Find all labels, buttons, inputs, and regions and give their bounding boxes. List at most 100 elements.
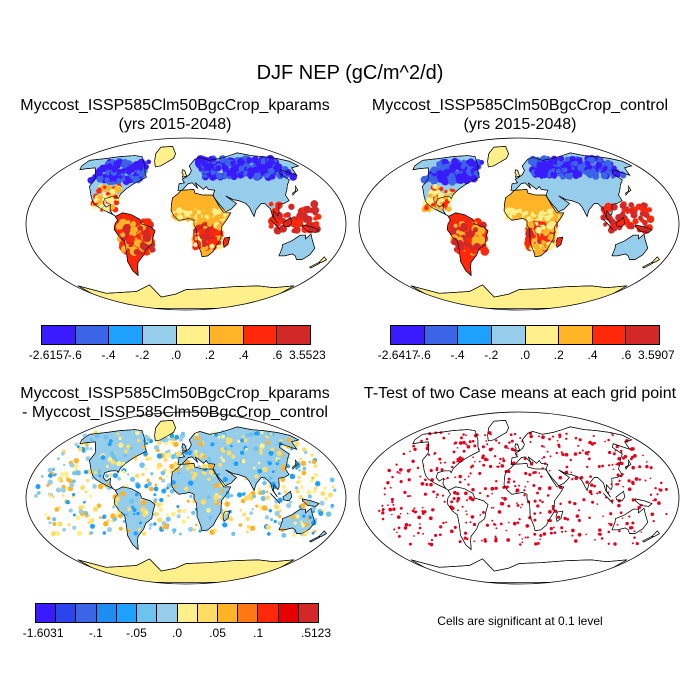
difference-cell <box>196 448 202 454</box>
nep-region-cell <box>539 174 544 179</box>
difference-cell <box>246 530 249 534</box>
difference-cell <box>237 492 243 498</box>
significant-cell <box>620 461 624 466</box>
difference-cell <box>221 469 226 474</box>
nep-region-cell <box>216 223 223 231</box>
significant-cell <box>590 483 594 487</box>
difference-cell <box>251 507 254 511</box>
nep-region-cell <box>237 158 245 166</box>
nep-region-cell <box>438 186 444 192</box>
significant-cell <box>383 487 386 490</box>
significant-cell <box>478 471 482 475</box>
nep-region-cell <box>253 172 261 180</box>
significant-cell <box>392 507 396 511</box>
significant-cell <box>478 491 482 495</box>
significant-cell <box>471 488 475 492</box>
nep-region-cell <box>222 171 228 176</box>
significant-cell <box>483 457 488 462</box>
coastline-africa <box>503 463 565 532</box>
difference-cell <box>57 506 61 510</box>
significant-cell <box>425 437 429 441</box>
significant-cell <box>396 470 399 474</box>
difference-cell <box>134 492 139 497</box>
difference-cell <box>270 447 275 452</box>
coastline-indonesia1 <box>603 493 614 504</box>
difference-cell <box>313 464 318 468</box>
nep-region-cell <box>106 163 113 170</box>
nep-region-cell <box>98 177 103 182</box>
difference-cell <box>75 515 81 521</box>
panel1-title: Myccost_ISSP585Clm50BgcCrop_kparams (yrs… <box>10 96 340 134</box>
difference-cell <box>301 514 306 518</box>
significant-cell <box>408 494 412 498</box>
significant-cell <box>607 542 611 546</box>
significant-cell <box>483 538 487 542</box>
significant-cell <box>495 479 498 483</box>
difference-cell <box>57 521 63 527</box>
difference-cell <box>145 458 149 461</box>
significant-cell <box>490 433 492 436</box>
difference-cell <box>224 498 227 502</box>
significant-cell <box>490 486 495 491</box>
difference-cell <box>224 501 230 507</box>
difference-cell <box>219 516 224 520</box>
significant-cell <box>560 526 564 530</box>
colorbar-box <box>56 604 77 622</box>
nep-region-cell <box>479 160 485 165</box>
difference-cell <box>156 517 163 523</box>
difference-cell <box>85 478 90 483</box>
nep-region-cell <box>436 161 443 168</box>
nep-region-cell <box>447 203 451 208</box>
coastline-eurasia <box>177 426 300 498</box>
difference-cell <box>181 508 187 514</box>
nep-region-cell <box>577 172 583 178</box>
difference-cell <box>156 462 163 469</box>
difference-cell <box>109 473 114 477</box>
difference-cell <box>302 466 307 471</box>
difference-cell <box>323 486 327 490</box>
significant-cell <box>435 466 439 470</box>
difference-cell <box>124 528 128 532</box>
nep-region-cell <box>193 227 199 234</box>
difference-cell <box>325 511 332 517</box>
significant-cell <box>573 501 577 506</box>
difference-cell <box>173 484 177 488</box>
nep-region-cell <box>611 165 617 171</box>
coastline-madagascar <box>555 236 564 248</box>
difference-cell <box>331 503 334 507</box>
coastline-samerica <box>446 212 489 277</box>
significant-cell <box>512 521 517 526</box>
significant-cell <box>452 450 456 454</box>
landmass-nz2 <box>309 262 321 269</box>
landmass-greenland <box>487 419 509 442</box>
significant-cell <box>406 512 409 515</box>
significant-cell <box>465 521 468 524</box>
difference-cell <box>247 433 251 437</box>
difference-cell <box>268 450 274 456</box>
significant-cell <box>448 433 450 435</box>
significant-cell <box>645 461 648 463</box>
significant-cell <box>585 480 589 484</box>
difference-cell <box>165 474 169 478</box>
difference-cell <box>208 469 214 475</box>
significant-cell <box>548 469 551 472</box>
significant-cell <box>571 534 574 537</box>
colorbar-tick-label: -.05 <box>126 626 147 640</box>
significant-cell <box>473 540 476 543</box>
nep-region-cell <box>558 155 565 162</box>
significant-cell <box>388 507 393 512</box>
significant-cell <box>464 478 466 481</box>
difference-cell <box>301 470 307 476</box>
difference-cell <box>195 435 201 441</box>
coastline-australia <box>278 507 316 534</box>
difference-cell <box>214 432 218 437</box>
difference-cell <box>83 500 86 504</box>
difference-cell <box>213 494 219 500</box>
significant-cell <box>502 485 506 489</box>
significant-cell <box>561 453 565 457</box>
difference-cell <box>306 489 312 496</box>
difference-cell <box>109 439 113 443</box>
nep-region-cell <box>607 226 615 234</box>
difference-cell <box>231 531 236 537</box>
difference-cell <box>286 437 292 443</box>
